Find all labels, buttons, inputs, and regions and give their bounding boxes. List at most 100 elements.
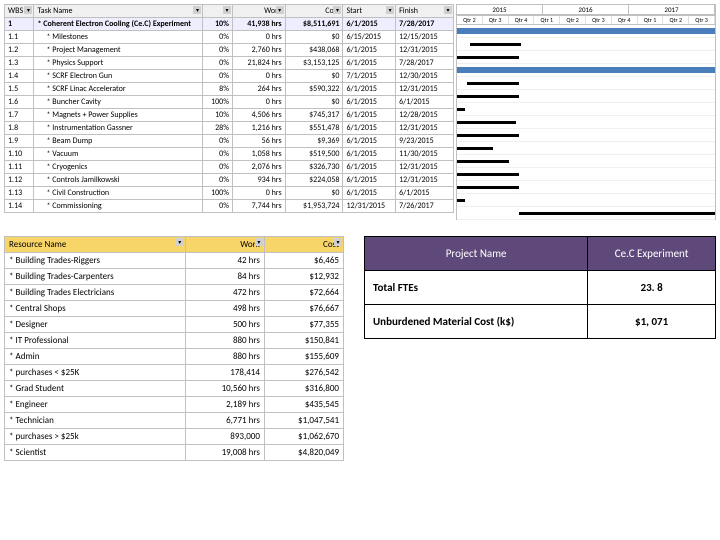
gantt-row xyxy=(457,38,715,51)
resource-row[interactable]: * Admin880 hrs$155,609 xyxy=(5,349,344,365)
task-row[interactable]: 1.4* SCRF Electron Gun0%0 hrs$07/1/20151… xyxy=(5,70,454,83)
task-cell: 6/1/2015 xyxy=(343,148,396,161)
task-cell: 1,058 hrs xyxy=(232,148,285,161)
gantt-bar[interactable] xyxy=(457,108,465,111)
task-cell: 1.8 xyxy=(5,122,34,135)
resource-row[interactable]: * Building Trades-Carpenters84 hrs$12,93… xyxy=(5,269,344,285)
resource-row[interactable]: * Building Trades Electricians472 hrs$72… xyxy=(5,285,344,301)
resource-row[interactable]: * Engineer2,189 hrs$435,545 xyxy=(5,397,344,413)
task-col-header[interactable]: Work▾ xyxy=(232,5,285,18)
task-cell: 0% xyxy=(203,174,232,187)
task-cell: * Coherent Electron Cooling (Ce.C) Exper… xyxy=(34,18,203,31)
gantt-bar[interactable] xyxy=(457,67,715,73)
task-col-header[interactable]: Finish▾ xyxy=(396,5,454,18)
task-cell: 6/1/2015 xyxy=(343,122,396,135)
task-cell: 0% xyxy=(203,200,232,213)
resource-cell: $4,820,049 xyxy=(264,445,343,461)
summary-header-right: Ce.C Experiment xyxy=(588,237,716,271)
filter-icon[interactable]: ▾ xyxy=(386,6,394,14)
task-row[interactable]: 1.5* SCRF Linac Accelerator8%264 hrs$590… xyxy=(5,83,454,96)
task-row[interactable]: 1.2* Project Management0%2,760 hrs$438,0… xyxy=(5,44,454,57)
task-row[interactable]: 1.14* Commissioning0%7,744 hrs$1,953,724… xyxy=(5,200,454,213)
task-row[interactable]: 1.7* Magnets + Power Supplies10%4,506 hr… xyxy=(5,109,454,122)
gantt-bar[interactable] xyxy=(457,28,715,34)
task-cell: $0 xyxy=(285,96,343,109)
resource-col-header[interactable]: Resource Name▾ xyxy=(5,237,186,253)
task-row[interactable]: 1.11* Cryogenics0%2,076 hrs$326,7306/1/2… xyxy=(5,161,454,174)
resource-row[interactable]: * Building Trades-Riggers42 hrs$6,465 xyxy=(5,253,344,269)
resource-row[interactable]: * IT Professional880 hrs$150,841 xyxy=(5,333,344,349)
resource-row[interactable]: * Grad Student10,560 hrs$316,800 xyxy=(5,381,344,397)
task-row[interactable]: 1.10* Vacuum0%1,058 hrs$519,5006/1/20151… xyxy=(5,148,454,161)
gantt-bar[interactable] xyxy=(467,82,519,85)
gantt-bar[interactable] xyxy=(457,134,519,137)
task-row[interactable]: 1.3* Physics Support0%21,824 hrs$3,153,1… xyxy=(5,57,454,70)
task-row[interactable]: 1.12* Controls Jamilkowski0%934 hrs$224,… xyxy=(5,174,454,187)
gantt-row xyxy=(457,142,715,155)
summary-value: $1, 071 xyxy=(588,305,716,339)
resource-col-header[interactable]: Work▾ xyxy=(185,237,264,253)
task-cell: 1.11 xyxy=(5,161,34,174)
gantt-bar[interactable] xyxy=(457,147,493,150)
filter-icon[interactable]: ▾ xyxy=(193,6,201,14)
task-cell: 1.14 xyxy=(5,200,34,213)
resource-row[interactable]: * Technician6,771 hrs$1,047,541 xyxy=(5,413,344,429)
filter-icon[interactable]: ▾ xyxy=(223,6,231,14)
task-cell: 1.12 xyxy=(5,174,34,187)
task-cell: 1.4 xyxy=(5,70,34,83)
gantt-bar[interactable] xyxy=(457,56,519,59)
resource-cell: 2,189 hrs xyxy=(185,397,264,413)
gantt-qtr: Qtr 2 xyxy=(560,16,586,24)
task-cell: 264 hrs xyxy=(232,83,285,96)
task-row[interactable]: 1.9* Beam Dump0%56 hrs$9,3696/1/20159/23… xyxy=(5,135,454,148)
task-cell: 7/26/2017 xyxy=(396,200,454,213)
gantt-bar[interactable] xyxy=(457,186,519,189)
filter-icon[interactable]: ▾ xyxy=(334,238,342,246)
resource-table: Resource Name▾Work▾Cost▾ * Building Trad… xyxy=(4,236,344,461)
filter-icon[interactable]: ▾ xyxy=(276,6,284,14)
filter-icon[interactable]: ▾ xyxy=(444,6,452,14)
task-row[interactable]: 1.8* Instrumentation Gassner28%1,216 hrs… xyxy=(5,122,454,135)
gantt-bar[interactable] xyxy=(457,95,519,98)
resource-cell: 893,000 xyxy=(185,429,264,445)
filter-icon[interactable]: ▾ xyxy=(255,238,263,246)
gantt-bar[interactable] xyxy=(457,121,516,124)
task-cell: 7/1/2015 xyxy=(343,70,396,83)
gantt-row xyxy=(457,129,715,142)
resource-row[interactable]: * Designer500 hrs$77,355 xyxy=(5,317,344,333)
resource-row[interactable]: * Scientist19,008 hrs$4,820,049 xyxy=(5,445,344,461)
filter-icon[interactable]: ▾ xyxy=(24,6,32,14)
task-row[interactable]: 1.13* Civil Construction100%0 hrs$06/1/2… xyxy=(5,187,454,200)
resource-cell: $76,667 xyxy=(264,301,343,317)
resource-row[interactable]: * purchases < $25K178,414$276,542 xyxy=(5,365,344,381)
task-col-header[interactable]: Task Name▾ xyxy=(34,5,203,18)
task-col-header[interactable]: Start▾ xyxy=(343,5,396,18)
resource-col-header[interactable]: Cost▾ xyxy=(264,237,343,253)
gantt-bar[interactable] xyxy=(519,212,715,215)
gantt-bar[interactable] xyxy=(457,199,465,202)
filter-icon[interactable]: ▾ xyxy=(333,6,341,14)
task-cell: 12/28/2015 xyxy=(396,109,454,122)
resource-row[interactable]: * purchases > $25k893,000$1,062,670 xyxy=(5,429,344,445)
gantt-bar[interactable] xyxy=(457,160,509,163)
task-col-header[interactable]: %▾ xyxy=(203,5,232,18)
resource-cell: $435,545 xyxy=(264,397,343,413)
filter-icon[interactable]: ▾ xyxy=(176,238,184,246)
resource-row[interactable]: * Central Shops498 hrs$76,667 xyxy=(5,301,344,317)
gantt-bar[interactable] xyxy=(457,173,519,176)
gantt-bar[interactable] xyxy=(470,43,522,46)
resource-panel: Resource Name▾Work▾Cost▾ * Building Trad… xyxy=(4,236,344,461)
gantt-qtr: Qtr 1 xyxy=(534,16,560,24)
task-row[interactable]: 1.1* Milestones0%0 hrs$06/15/201512/15/2… xyxy=(5,31,454,44)
task-cell: $8,511,691 xyxy=(285,18,343,31)
resource-cell: * Technician xyxy=(5,413,186,429)
task-row[interactable]: 1* Coherent Electron Cooling (Ce.C) Expe… xyxy=(5,18,454,31)
task-cell: 0% xyxy=(203,57,232,70)
task-cell: 7,744 hrs xyxy=(232,200,285,213)
task-cell: 6/1/2015 xyxy=(343,109,396,122)
resource-cell: 84 hrs xyxy=(185,269,264,285)
task-cell: $0 xyxy=(285,31,343,44)
task-col-header[interactable]: WBS▾ xyxy=(5,5,34,18)
task-col-header[interactable]: Cost▾ xyxy=(285,5,343,18)
task-row[interactable]: 1.6* Buncher Cavity100%0 hrs$06/1/20156/… xyxy=(5,96,454,109)
